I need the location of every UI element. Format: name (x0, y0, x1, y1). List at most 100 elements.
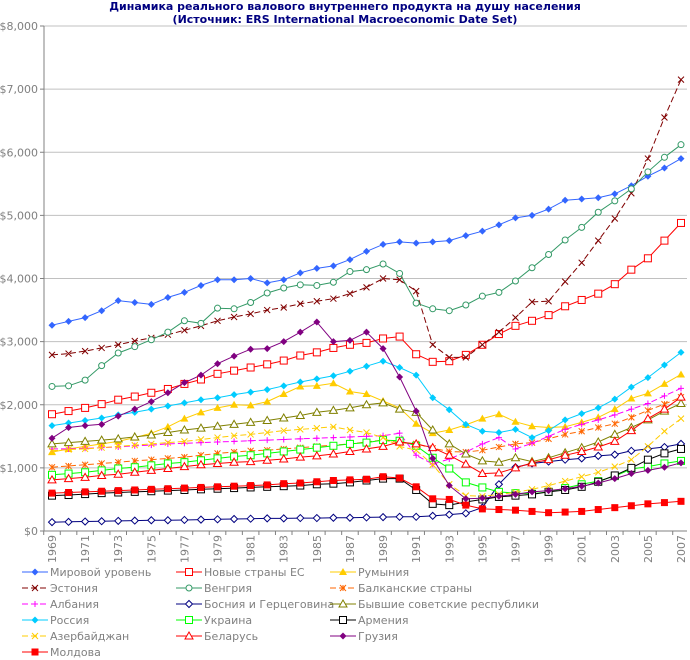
data-point (64, 407, 73, 416)
data-point (363, 433, 370, 440)
legend-marker (31, 648, 39, 656)
data-point (114, 458, 122, 466)
data-point (130, 516, 139, 525)
data-point (247, 310, 254, 318)
data-point (345, 439, 354, 448)
data-point (230, 391, 238, 399)
series-13 (47, 392, 686, 484)
data-point (427, 424, 438, 434)
data-point (346, 336, 354, 344)
data-point (180, 484, 188, 492)
data-point (63, 437, 74, 447)
data-point (363, 266, 370, 274)
data-point (247, 275, 255, 282)
data-point (462, 232, 470, 240)
data-point (494, 457, 504, 466)
data-point (627, 470, 635, 478)
y-tick-label: $1,000 (0, 462, 38, 475)
data-point (627, 502, 635, 510)
data-point (644, 155, 652, 162)
data-point (595, 416, 602, 423)
data-point (611, 504, 619, 512)
data-point (230, 313, 238, 321)
data-point (545, 427, 553, 435)
data-point (578, 223, 586, 231)
data-point (180, 379, 188, 387)
y-tick-label: $8,000 (0, 20, 38, 33)
data-point (213, 515, 222, 524)
data-point (627, 394, 636, 402)
series-6 (49, 385, 684, 468)
data-point (510, 452, 521, 462)
legend-marker (31, 632, 39, 640)
data-point (313, 435, 320, 442)
legend-swatch-icon (176, 630, 202, 640)
data-point (611, 197, 619, 205)
legend-label: Украина (204, 613, 253, 627)
data-point (295, 452, 306, 461)
data-point (660, 164, 668, 172)
data-point (479, 440, 486, 447)
data-point (445, 357, 454, 366)
data-point (594, 451, 603, 461)
data-point (328, 405, 339, 414)
data-point (429, 341, 437, 349)
y-tick-label: $4,000 (0, 273, 38, 286)
data-point (379, 357, 387, 365)
data-point (163, 422, 172, 430)
data-point (114, 297, 122, 305)
legend-marker (32, 601, 38, 607)
legend-label: Албания (50, 597, 100, 611)
legend-label: Румыния (358, 565, 410, 579)
series-0 (48, 155, 685, 329)
data-point (147, 485, 155, 493)
legend-item: Украина (176, 612, 252, 628)
legend-label: Молдова (50, 645, 101, 659)
data-point (312, 443, 321, 452)
data-point (677, 155, 685, 163)
data-point (329, 343, 338, 352)
data-point (512, 440, 519, 448)
data-point (48, 434, 56, 442)
data-point (346, 256, 354, 264)
data-point (80, 472, 90, 481)
data-point (561, 422, 570, 430)
data-point (445, 510, 454, 519)
data-point (98, 420, 106, 428)
data-point (164, 328, 172, 336)
data-point (263, 397, 272, 405)
data-point (81, 461, 89, 469)
data-point (594, 506, 602, 514)
data-point (676, 392, 686, 401)
legend-item: Молдова (22, 644, 101, 660)
data-point (412, 407, 420, 415)
data-point (296, 269, 304, 277)
data-point (479, 446, 486, 454)
data-point (80, 517, 90, 526)
data-point (660, 499, 668, 507)
data-point (677, 415, 685, 422)
data-point (545, 433, 552, 440)
data-point (412, 287, 420, 295)
data-point (594, 404, 602, 412)
data-point (131, 298, 139, 306)
data-point (561, 236, 569, 244)
legend-item: Балканские страны (330, 580, 472, 596)
data-point (296, 382, 305, 390)
data-point (147, 405, 155, 413)
legend-label: Бывшие советские республики (358, 597, 539, 611)
data-point (444, 438, 455, 448)
data-point (98, 344, 106, 352)
data-point (263, 386, 271, 394)
data-point (313, 318, 321, 326)
chart-title-line-1: Динамика реального валового внутреннего … (109, 0, 581, 13)
data-point (245, 456, 256, 466)
legend-marker (185, 616, 193, 624)
data-point (278, 454, 289, 463)
data-point (528, 422, 537, 430)
legend-swatch-icon (330, 584, 356, 592)
data-point (114, 487, 122, 495)
data-point (65, 382, 73, 390)
data-point (263, 360, 272, 369)
data-point (527, 457, 537, 467)
